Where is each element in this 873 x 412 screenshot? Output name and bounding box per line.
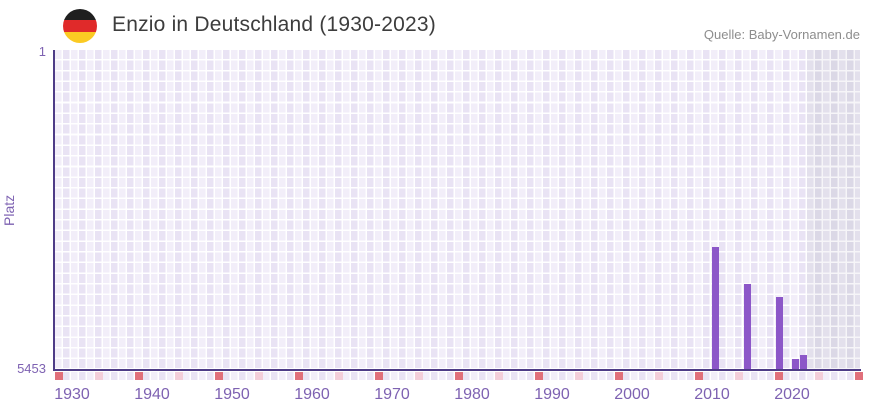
x-axis-label-1990: 1990 <box>534 386 570 403</box>
decade-tick-1930 <box>55 371 63 380</box>
rank-bar-2012[interactable] <box>711 246 719 370</box>
half-decade-tick-1975 <box>415 371 423 380</box>
decade-tick-2000 <box>615 371 623 380</box>
x-axis-label-2000: 2000 <box>614 386 650 403</box>
x-axis-label-1950: 1950 <box>214 386 250 403</box>
half-decade-tick-2015 <box>735 371 743 380</box>
chart-title: Enzio in Deutschland (1930-2023) <box>112 13 436 36</box>
half-decade-tick-1955 <box>255 371 263 380</box>
x-axis-label-1930: 1930 <box>54 386 90 403</box>
decade-tick-1980 <box>455 371 463 380</box>
y-axis-line <box>53 50 55 371</box>
decade-tick-2030 <box>855 371 863 380</box>
decade-tick-1940 <box>135 371 143 380</box>
rank-bar-2023[interactable] <box>799 355 807 370</box>
x-axis-label-1970: 1970 <box>374 386 410 403</box>
half-decade-tick-1985 <box>495 371 503 380</box>
rank-bar-2020[interactable] <box>775 297 783 370</box>
y-axis-max-label: 1 <box>38 44 46 59</box>
half-decade-tick-2025 <box>815 371 823 380</box>
half-decade-tick-1965 <box>335 371 343 380</box>
decade-tick-1960 <box>295 371 303 380</box>
decade-tick-2010 <box>695 371 703 380</box>
half-decade-tick-1995 <box>575 371 583 380</box>
source-attribution: Quelle: Baby-Vornamen.de <box>703 27 860 42</box>
x-axis-label-1940: 1940 <box>134 386 170 403</box>
half-decade-tick-1945 <box>175 371 183 380</box>
x-axis-label-1960: 1960 <box>294 386 330 403</box>
future-years-region <box>807 50 860 370</box>
decade-tick-2020 <box>775 371 783 380</box>
decade-tick-1950 <box>215 371 223 380</box>
x-axis-label-2010: 2010 <box>694 386 730 403</box>
half-decade-tick-2005 <box>655 371 663 380</box>
rank-bar-2022[interactable] <box>791 359 799 370</box>
rank-bar-2016[interactable] <box>743 284 751 370</box>
x-axis-label-1980: 1980 <box>454 386 490 403</box>
flag-stripe-black <box>63 9 97 21</box>
decade-tick-1970 <box>375 371 383 380</box>
decade-tick-1990 <box>535 371 543 380</box>
x-axis-label-2020: 2020 <box>774 386 810 403</box>
x-axis-line <box>53 369 861 371</box>
flag-stripe-gold <box>63 31 97 43</box>
y-axis-min-label: 5453 <box>17 361 46 376</box>
german-flag-icon <box>63 9 97 43</box>
flag-stripe-red <box>63 20 97 32</box>
plot-area <box>55 50 860 370</box>
y-axis-title: Platz <box>1 194 17 226</box>
half-decade-tick-1935 <box>95 371 103 380</box>
